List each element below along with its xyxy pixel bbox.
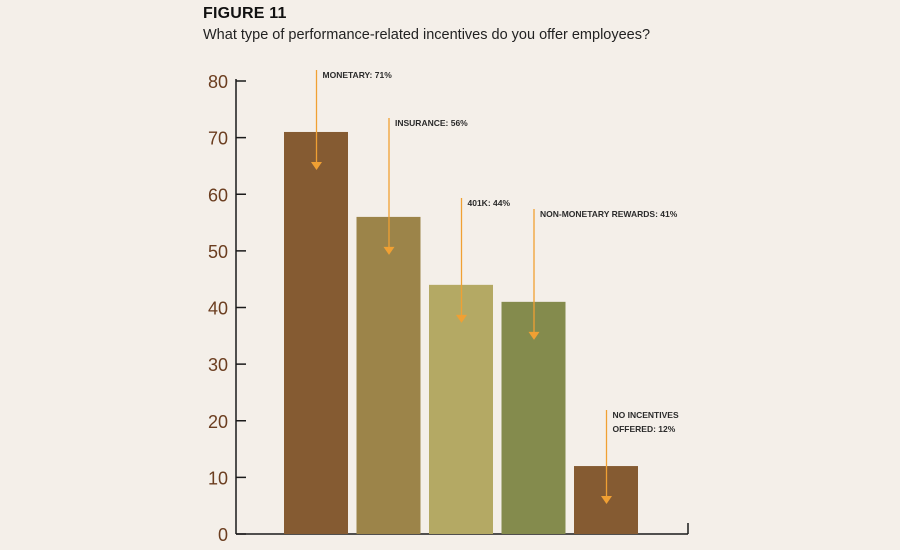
data-label: NON-MONETARY REWARDS: 41% xyxy=(540,209,678,219)
y-tick-label: 80 xyxy=(208,72,228,92)
data-label: INSURANCE: 56% xyxy=(395,118,468,128)
data-label: NO INCENTIVES xyxy=(613,410,679,420)
y-tick-label: 0 xyxy=(218,525,228,545)
chart-annotations: MONETARY: 71% INSURANCE: 56% 401K: 44% NON-… xyxy=(311,70,679,505)
figure-label: FIGURE 11 xyxy=(203,5,287,22)
y-tick-label: 10 xyxy=(208,468,228,488)
y-tick-label: 20 xyxy=(208,412,228,432)
annotation-arrow-head xyxy=(383,246,395,255)
y-tick-label: 40 xyxy=(208,299,228,319)
data-label: MONETARY: 71% xyxy=(323,70,393,80)
annotation-arrow-head xyxy=(601,496,612,505)
y-tick-label: 50 xyxy=(208,242,228,262)
annotation-arrow-head xyxy=(311,161,322,170)
bar-4 xyxy=(501,301,566,534)
chart-bars xyxy=(284,131,638,534)
bar-2 xyxy=(356,216,421,534)
y-tick-label: 60 xyxy=(208,185,228,205)
y-tick-label: 70 xyxy=(208,129,228,149)
y-tick-label: 30 xyxy=(208,355,228,375)
annotation-arrow-head xyxy=(528,331,540,340)
bar-1 xyxy=(284,131,348,534)
data-label: OFFERED: 12% xyxy=(613,424,676,434)
bar-3 xyxy=(429,284,493,534)
data-label: 401K: 44% xyxy=(468,198,511,208)
figure-question: What type of performance-related incenti… xyxy=(203,27,651,43)
annotation-arrow-head xyxy=(456,314,467,323)
